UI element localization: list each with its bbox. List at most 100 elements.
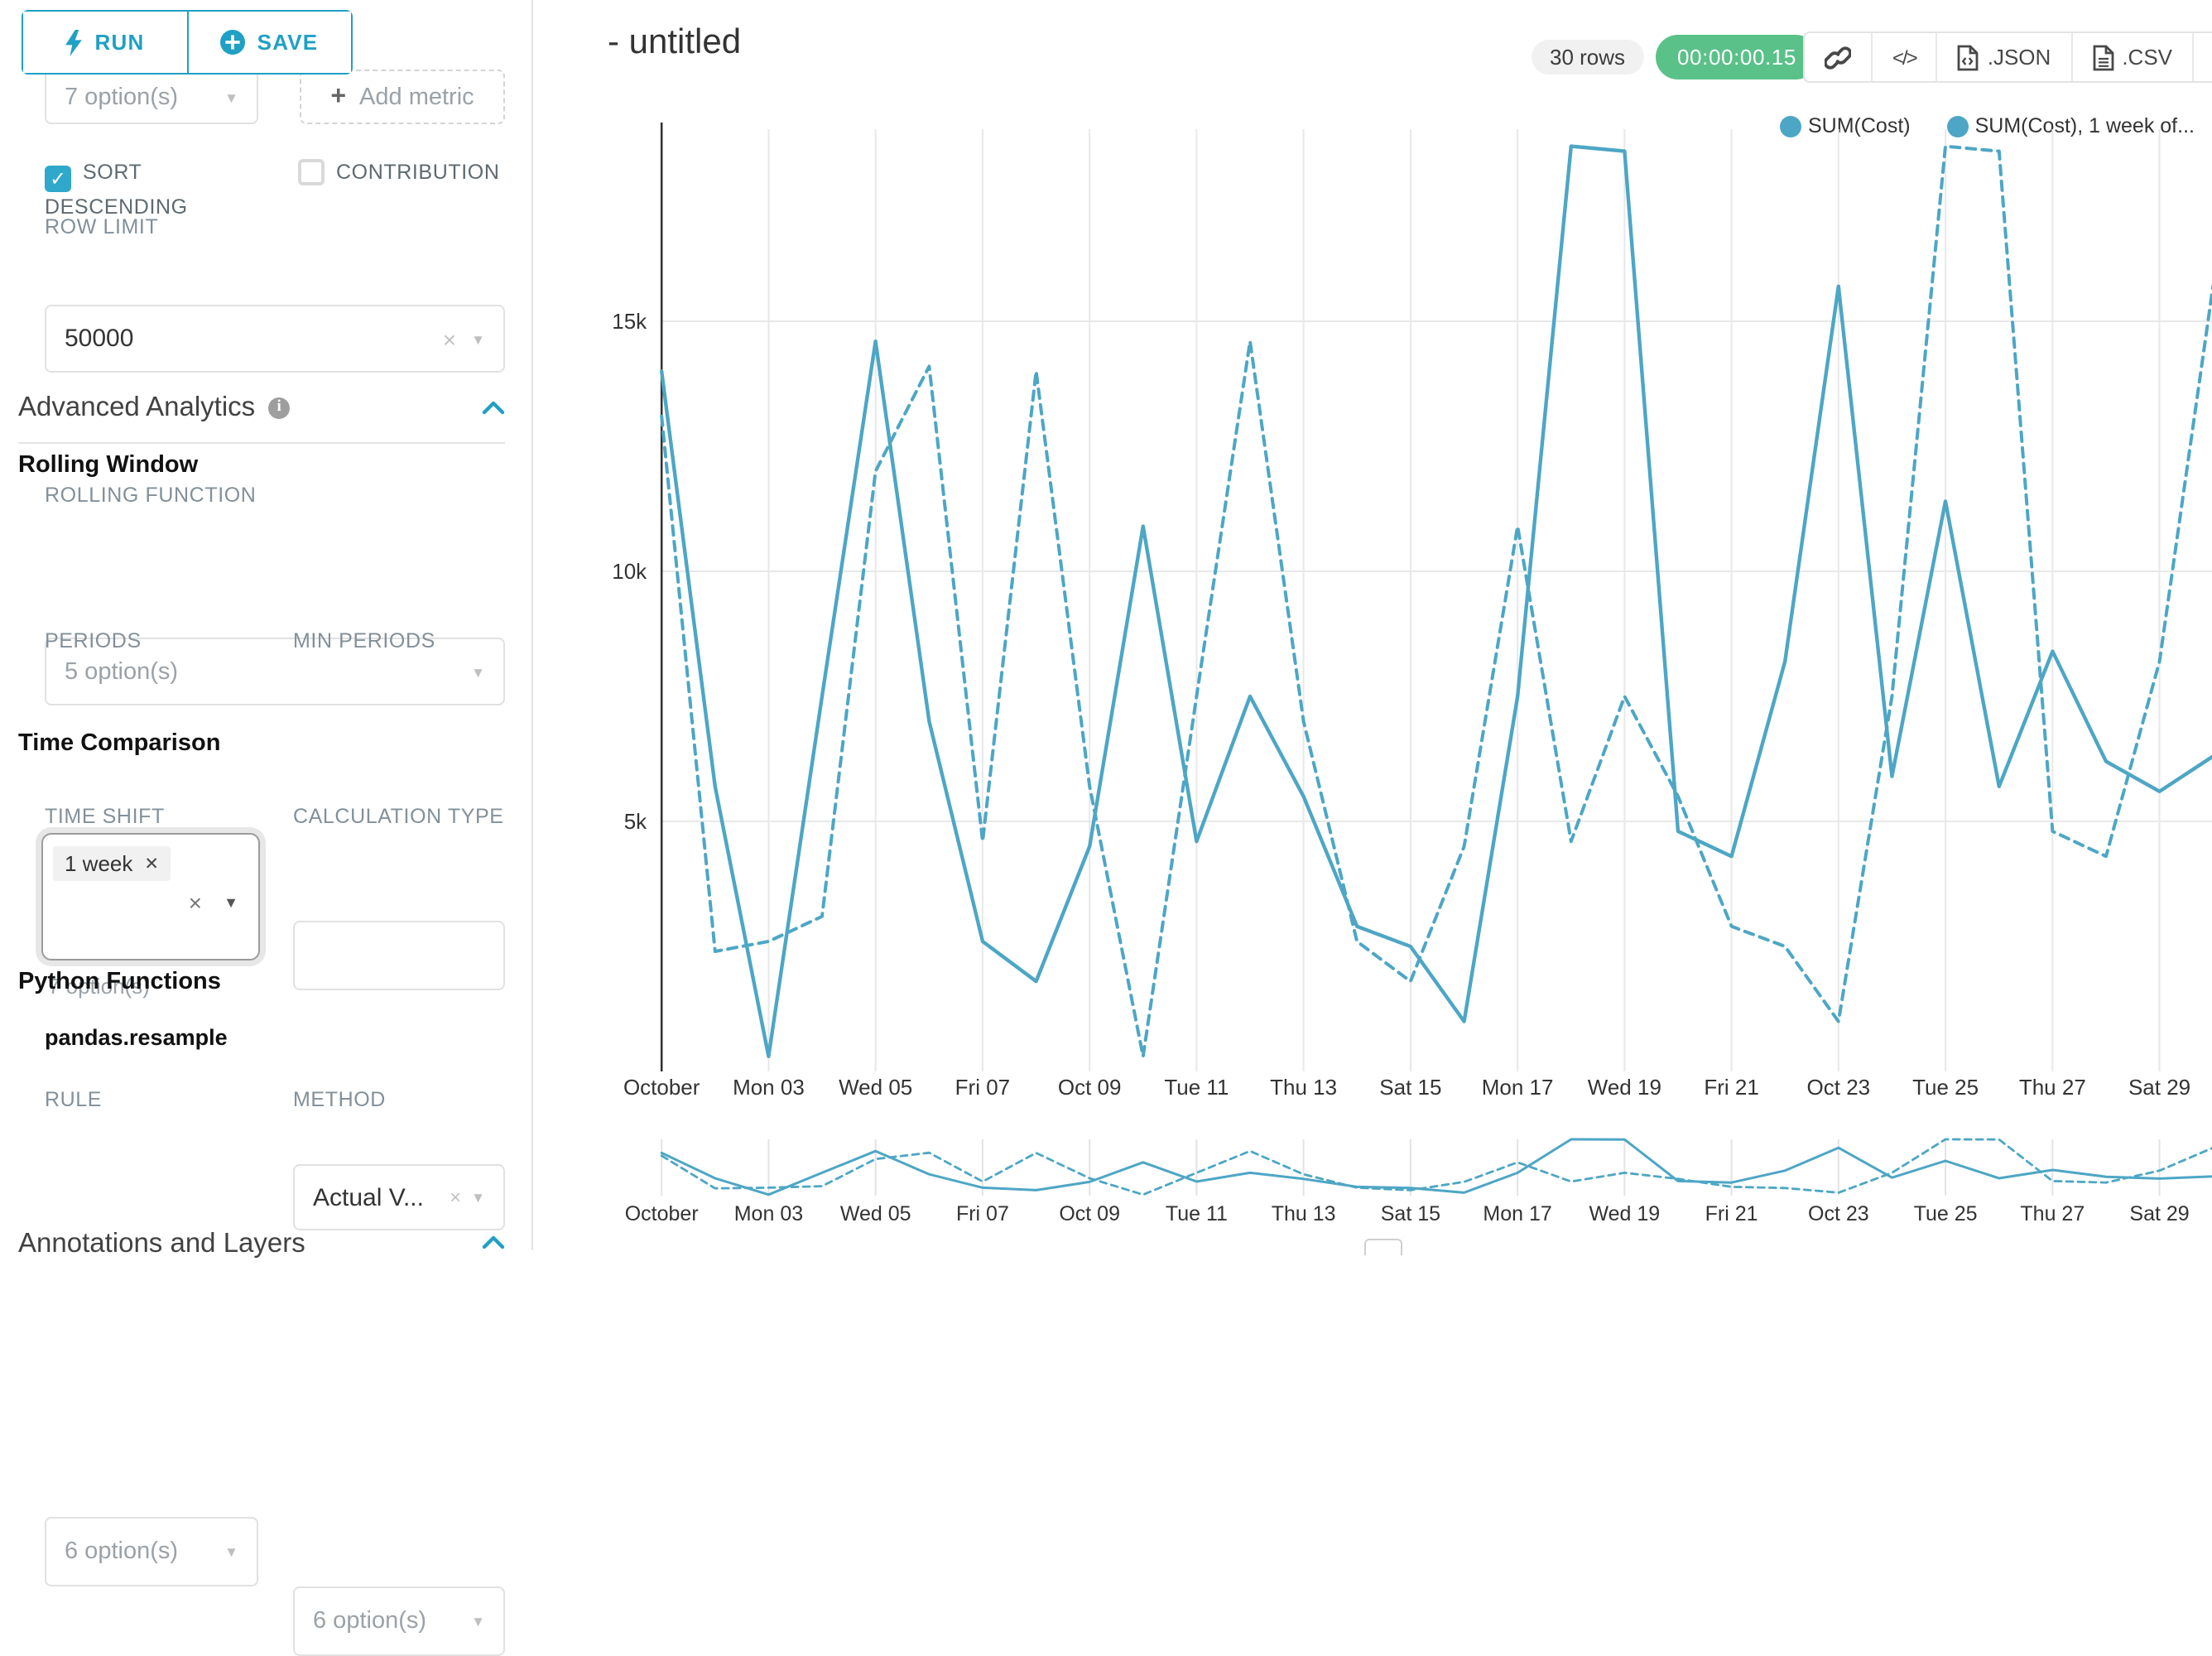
advanced-analytics-header[interactable]: Advanced Analytics i: [18, 392, 291, 424]
mini-series-line-dashed: [660, 1138, 2212, 1196]
json-file-icon: [1958, 44, 1979, 70]
rolling-window-title: Rolling Window: [18, 452, 199, 479]
time-shift-tag: 1 week ✕: [53, 846, 171, 881]
x-axis-label: Sat 15: [1379, 1075, 1441, 1100]
rolling-function-label: ROLLING FUNCTION: [45, 484, 257, 507]
legend-item-sum-cost[interactable]: SUM(Cost): [1780, 114, 1911, 137]
clear-icon[interactable]: ×: [450, 1186, 462, 1209]
time-shift-label: TIME SHIFT: [45, 805, 165, 828]
chevron-down-icon[interactable]: ▼: [224, 1543, 238, 1560]
mini-x-axis-label: Fri 07: [956, 1202, 1009, 1225]
calculation-type-label: CALCULATION TYPE: [293, 805, 504, 828]
row-count-badge: 30 rows: [1532, 40, 1644, 75]
remove-tag-icon[interactable]: ✕: [144, 854, 160, 874]
legend-item-sum-cost-offset[interactable]: SUM(Cost), 1 week of...: [1946, 114, 2195, 137]
rule-label: RULE: [45, 1088, 103, 1111]
mini-x-axis-label: Wed 05: [840, 1202, 911, 1225]
checkbox-checked-icon[interactable]: ✓: [45, 166, 71, 192]
info-icon: i: [268, 397, 291, 419]
x-axis-label: October: [623, 1075, 700, 1100]
json-label: .JSON: [1987, 45, 2051, 70]
panel-divider[interactable]: [531, 0, 533, 1250]
x-axis-label: Wed 05: [839, 1075, 912, 1100]
chart-actions-toolbar: </> .JSON .CSV: [1803, 31, 2212, 83]
legend-dot-icon: [1780, 115, 1801, 137]
x-axis-label: Tue 11: [1164, 1075, 1229, 1100]
sort-descending-label: SORT DESCENDING: [45, 161, 188, 219]
time-shift-helper: 7 option(s): [48, 974, 150, 999]
min-periods-input[interactable]: [293, 921, 505, 990]
chart-legend: SUM(Cost) SUM(Cost), 1 week of...: [1780, 114, 2195, 137]
min-periods-label: MIN PERIODS: [293, 629, 435, 652]
y-axis-label: 15k: [612, 309, 647, 334]
section-divider: [18, 442, 505, 444]
calculation-type-select[interactable]: Actual V... × ▼: [293, 1164, 505, 1230]
contribution-label: CONTRIBUTION: [336, 161, 500, 184]
line-chart[interactable]: October Mon 03 Wed 05 Fri 07 Oct 09 Tue 11 Thu…: [533, 0, 2212, 1110]
chart-panel: - untitled 30 rows 00:00:00.15 </> .JSON: [533, 0, 2212, 1250]
contribution-checkbox-field[interactable]: CONTRIBUTION: [298, 157, 513, 187]
save-button[interactable]: SAVE: [186, 12, 351, 73]
groupby-select[interactable]: 7 option(s) ▼: [45, 70, 258, 124]
mini-x-axis-label: Mon 17: [1483, 1202, 1551, 1225]
method-select[interactable]: 6 option(s) ▼: [293, 1586, 505, 1656]
x-axis-label: Oct 09: [1058, 1075, 1122, 1100]
chevron-down-icon[interactable]: ▼: [471, 330, 485, 347]
control-panel-sidebar: 7 option(s) ▼ + Add metric RUN SA: [0, 0, 531, 1656]
method-label: METHOD: [293, 1088, 386, 1111]
chevron-down-icon[interactable]: ▼: [471, 663, 485, 680]
add-metric-button[interactable]: + Add metric: [300, 70, 505, 124]
x-axis-label: Mon 17: [1482, 1075, 1554, 1100]
mini-x-axis-label: Thu 13: [1272, 1202, 1336, 1225]
time-shift-tag-label: 1 week: [65, 851, 133, 876]
x-axis-label: Mon 03: [733, 1075, 805, 1100]
x-axis-label: Thu 13: [1270, 1075, 1337, 1100]
annotations-header[interactable]: Annotations and Layers: [18, 1229, 305, 1260]
add-metric-label: Add metric: [359, 84, 474, 110]
lightning-icon: [65, 29, 83, 55]
row-limit-select[interactable]: 50000 × ▼: [45, 305, 505, 373]
run-button[interactable]: RUN: [23, 12, 186, 73]
csv-file-icon: [2092, 44, 2113, 70]
chevron-down-icon[interactable]: ▼: [224, 894, 238, 911]
mini-x-axis-label: Fri 21: [1705, 1202, 1758, 1225]
chevron-up-icon[interactable]: [482, 1234, 505, 1250]
plus-circle-icon: [220, 30, 246, 55]
export-json-button[interactable]: .JSON: [1935, 33, 2071, 81]
clear-icon[interactable]: ×: [188, 889, 202, 916]
mini-series-line-solid: [660, 1138, 2212, 1196]
legend-label: SUM(Cost), 1 week of...: [1974, 114, 2195, 137]
chart-title[interactable]: - untitled: [608, 23, 742, 61]
mini-preview-chart[interactable]: October Mon 03 Wed 05 Fri 07 Oct 09 Tue 11 Thu…: [533, 1126, 2212, 1234]
mini-x-axis-label: Tue 11: [1166, 1202, 1228, 1225]
rolling-function-select[interactable]: 5 option(s) ▼: [45, 638, 505, 705]
chart-menu-button[interactable]: [2192, 33, 2212, 81]
chevron-down-icon[interactable]: ▼: [471, 1613, 485, 1630]
copy-link-button[interactable]: [1805, 33, 1871, 81]
row-limit-label: ROW LIMIT: [45, 215, 159, 238]
chevron-up-icon[interactable]: [482, 399, 505, 416]
advanced-analytics-title: Advanced Analytics: [18, 392, 256, 422]
rule-select[interactable]: 6 option(s) ▼: [45, 1517, 258, 1586]
row-limit-value: 50000: [65, 325, 134, 353]
mini-x-axis-label: Tue 25: [1914, 1202, 1978, 1225]
mini-x-axis-label: Sat 15: [1381, 1202, 1440, 1225]
code-icon: </>: [1892, 46, 1918, 69]
embed-code-button[interactable]: </>: [1871, 33, 1936, 81]
chevron-down-icon[interactable]: ▼: [224, 89, 238, 105]
checkbox-unchecked-icon[interactable]: [298, 159, 325, 185]
sort-descending-checkbox-field[interactable]: ✓ SORT DESCENDING: [45, 157, 210, 222]
time-shift-multiselect[interactable]: 1 week ✕ × ▼: [41, 833, 260, 960]
chevron-down-icon[interactable]: ▼: [471, 1189, 485, 1206]
calculation-type-value: Actual V...: [313, 1183, 424, 1211]
plus-icon: +: [330, 82, 347, 110]
legend-label: SUM(Cost): [1808, 114, 1911, 137]
series-line-dashed: [660, 144, 2212, 1058]
clear-icon[interactable]: ×: [442, 325, 457, 352]
legend-dot-icon: [1946, 115, 1969, 137]
export-csv-button[interactable]: .CSV: [2070, 33, 2192, 81]
mini-x-axis-label: Thu 27: [2020, 1202, 2085, 1225]
x-axis-label: Sat 29: [2128, 1075, 2190, 1100]
bottom-scroll-handle[interactable]: [1364, 1239, 1402, 1255]
